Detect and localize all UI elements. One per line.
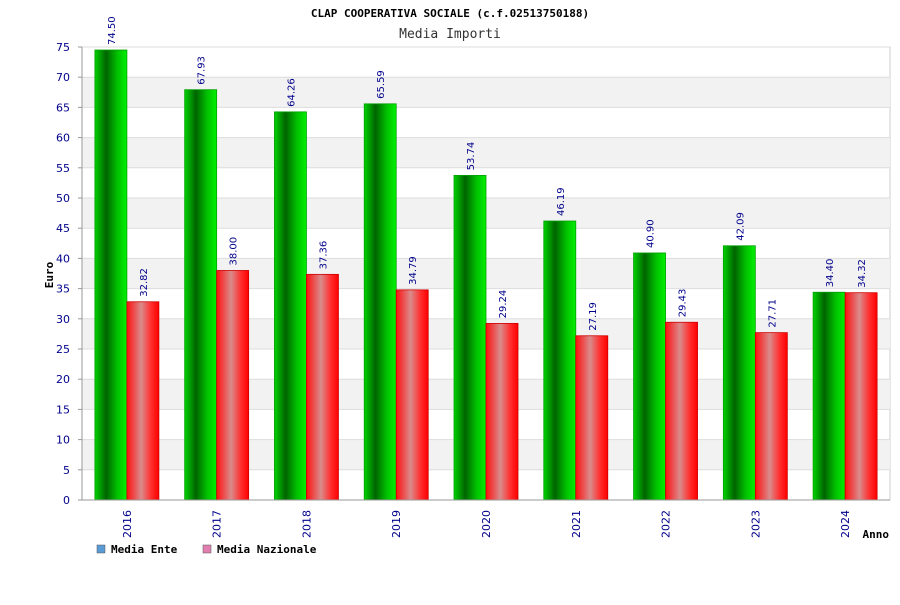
legend: Media Ente Media Nazionale [96, 543, 317, 556]
bar-value-label: 34.79 [408, 256, 419, 285]
bar-media-ente [543, 220, 577, 501]
legend-label: Media Nazionale [217, 543, 317, 556]
bar-value-label: 29.43 [678, 289, 689, 318]
bar-media-ente [184, 89, 218, 501]
bar-media-nazionale [216, 270, 250, 501]
bar-media-ente [274, 111, 307, 501]
bar-media-ente [94, 49, 128, 501]
y-tick-label: 65 [56, 101, 70, 114]
bars: 74.50 32.82 67.93 38.00 64.26 37.36 65.59 34.79… [94, 16, 878, 501]
bar-value-label: 64.26 [286, 78, 297, 107]
chart-title: CLAP COOPERATIVA SOCIALE (c.f.0251375018… [311, 7, 589, 20]
bar-value-label: 37.36 [318, 241, 329, 270]
bar-value-label: 65.59 [376, 70, 387, 99]
bar-value-label: 34.40 [825, 259, 836, 288]
y-tick-label: 20 [56, 373, 70, 386]
bar-value-label: 74.50 [107, 16, 118, 45]
bar-media-nazionale [844, 292, 878, 501]
y-tick-label: 25 [56, 343, 70, 356]
legend-label: Media Ente [111, 543, 178, 556]
y-tick-label: 5 [63, 464, 70, 477]
y-tick-label: 55 [56, 162, 70, 175]
bar-value-label: 67.93 [197, 56, 208, 85]
bar-value-label: 34.32 [857, 259, 868, 288]
x-axis: 2016 2017 2018 2019 2020 2021 2022 2023 2024 [82, 499, 890, 538]
legend-swatch [202, 544, 212, 554]
bar-value-label: 27.19 [588, 302, 599, 331]
bar-value-label: 53.74 [466, 142, 477, 171]
bar-value-label: 38.00 [229, 237, 240, 266]
y-axis-title: Euro [43, 261, 56, 288]
bar-media-nazionale [754, 332, 788, 501]
x-tick-label: 2024 [839, 510, 852, 538]
bar-value-label: 40.90 [646, 219, 657, 248]
y-tick-label: 50 [56, 192, 70, 205]
bar-media-nazionale [485, 322, 519, 501]
bar-media-nazionale [395, 289, 429, 501]
y-tick-label: 75 [56, 41, 70, 54]
x-tick-label: 2020 [480, 510, 493, 538]
bar-media-ente [633, 252, 666, 501]
bar-media-ente [363, 103, 397, 501]
y-tick-label: 30 [56, 313, 70, 326]
legend-swatch [96, 544, 106, 554]
x-tick-label: 2018 [300, 510, 313, 538]
y-tick-label: 0 [63, 494, 70, 507]
x-tick-label: 2022 [660, 510, 673, 538]
bar-media-nazionale [665, 321, 698, 501]
x-tick-label: 2021 [570, 510, 583, 538]
bar-value-label: 42.09 [735, 212, 746, 241]
bar-media-nazionale [575, 335, 609, 501]
bar-media-nazionale [306, 273, 339, 501]
x-tick-label: 2017 [211, 510, 224, 538]
y-tick-label: 35 [56, 283, 70, 296]
y-tick-label: 70 [56, 71, 70, 84]
bar-media-nazionale [126, 301, 160, 501]
y-tick-label: 10 [56, 434, 70, 447]
y-tick-label: 45 [56, 222, 70, 235]
y-axis: 0 5 10 15 20 25 30 35 40 45 50 55 60 65 70 75 [56, 41, 83, 507]
bar-value-label: 27.71 [767, 299, 778, 328]
x-tick-label: 2023 [749, 510, 762, 538]
bar-value-label: 46.19 [556, 187, 567, 216]
bar-value-label: 29.24 [498, 290, 509, 319]
bar-media-ente [722, 245, 756, 501]
bar-media-ente [812, 291, 846, 501]
x-tick-label: 2019 [390, 510, 403, 538]
x-tick-label: 2016 [121, 510, 134, 538]
y-tick-label: 60 [56, 132, 70, 145]
chart-subtitle: Media Importi [399, 27, 501, 42]
x-axis-title: Anno [863, 528, 890, 541]
bar-value-label: 32.82 [139, 268, 150, 297]
y-tick-label: 15 [56, 403, 70, 416]
y-tick-label: 40 [56, 252, 70, 265]
bar-media-ente [453, 175, 487, 501]
